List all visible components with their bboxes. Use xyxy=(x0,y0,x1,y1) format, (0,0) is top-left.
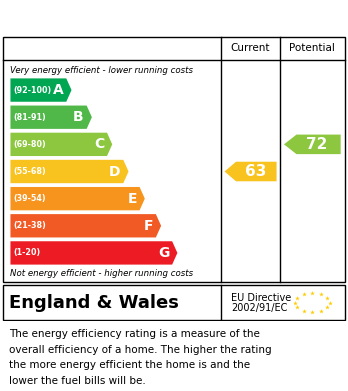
Text: EU Directive: EU Directive xyxy=(231,293,292,303)
Text: Energy Efficiency Rating: Energy Efficiency Rating xyxy=(9,10,238,28)
Polygon shape xyxy=(10,106,92,129)
Text: 72: 72 xyxy=(306,137,327,152)
Text: B: B xyxy=(73,110,84,124)
Text: Current: Current xyxy=(231,43,270,54)
Text: (55-68): (55-68) xyxy=(13,167,46,176)
Polygon shape xyxy=(10,214,161,237)
Polygon shape xyxy=(10,187,145,210)
Text: the more energy efficient the home is and the: the more energy efficient the home is an… xyxy=(9,360,250,370)
Text: 63: 63 xyxy=(245,164,267,179)
Text: D: D xyxy=(109,165,120,179)
Text: Very energy efficient - lower running costs: Very energy efficient - lower running co… xyxy=(10,66,193,75)
Polygon shape xyxy=(10,241,177,265)
Text: (92-100): (92-100) xyxy=(13,86,52,95)
Text: C: C xyxy=(94,137,104,151)
Polygon shape xyxy=(10,79,72,102)
Text: overall efficiency of a home. The higher the rating: overall efficiency of a home. The higher… xyxy=(9,345,271,355)
Polygon shape xyxy=(10,160,128,183)
Text: England & Wales: England & Wales xyxy=(9,294,179,312)
Text: F: F xyxy=(144,219,153,233)
Text: (21-38): (21-38) xyxy=(13,221,46,230)
Text: (39-54): (39-54) xyxy=(13,194,46,203)
Text: 2002/91/EC: 2002/91/EC xyxy=(231,303,288,313)
Polygon shape xyxy=(284,135,341,154)
Polygon shape xyxy=(10,133,112,156)
Text: G: G xyxy=(158,246,169,260)
Polygon shape xyxy=(224,162,277,181)
Text: A: A xyxy=(53,83,63,97)
Text: (1-20): (1-20) xyxy=(13,248,40,257)
Text: (81-91): (81-91) xyxy=(13,113,46,122)
Text: Potential: Potential xyxy=(290,43,335,54)
Text: Not energy efficient - higher running costs: Not energy efficient - higher running co… xyxy=(10,269,193,278)
Text: lower the fuel bills will be.: lower the fuel bills will be. xyxy=(9,376,145,386)
Text: (69-80): (69-80) xyxy=(13,140,46,149)
Text: E: E xyxy=(127,192,137,206)
Text: The energy efficiency rating is a measure of the: The energy efficiency rating is a measur… xyxy=(9,329,260,339)
